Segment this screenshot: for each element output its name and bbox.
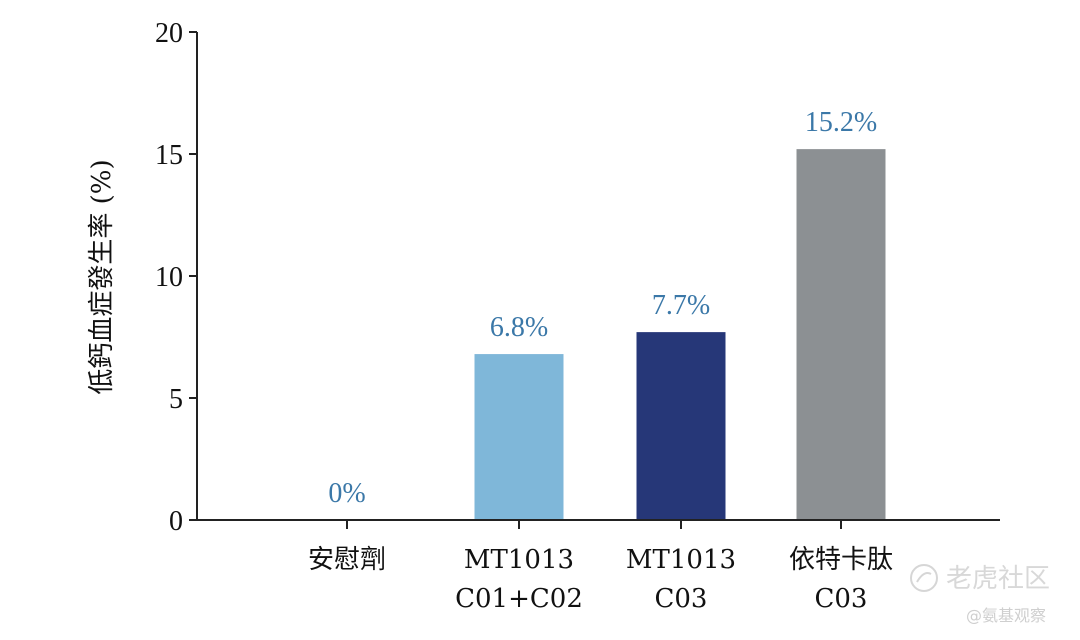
bar [636, 332, 726, 520]
watermark: 老虎社区 @氨基观察 [910, 564, 1050, 625]
y-tick-label: 10 [155, 262, 183, 293]
bar [796, 149, 886, 520]
y-tick-label: 0 [169, 506, 183, 537]
watermark-main: 老虎社区 [946, 564, 1050, 594]
category-label: 安慰劑 [308, 545, 386, 575]
data-label: 0% [328, 478, 365, 509]
y-tick-label: 15 [155, 140, 183, 171]
data-label: 15.2% [805, 107, 877, 138]
data-label: 7.7% [652, 290, 710, 321]
category-label: C03 [815, 584, 868, 614]
bars [474, 149, 886, 520]
category-label: MT1013 [626, 545, 736, 575]
y-axis-title-group: 低鈣血症發生率 (%) [87, 159, 117, 394]
axes [196, 32, 1000, 529]
watermark-sub: @氨基观察 [966, 606, 1046, 625]
data-label: 6.8% [490, 312, 548, 343]
y-tick-label: 20 [155, 18, 183, 49]
y-tick-label: 5 [169, 384, 183, 415]
watermark-logo-mark [916, 572, 932, 583]
category-label: MT1013 [464, 545, 574, 575]
bar [474, 354, 564, 520]
y-axis-title: 低鈣血症發生率 (%) [87, 159, 117, 394]
data-labels: 0% 6.8% 7.7% 15.2% [328, 107, 877, 509]
category-label: C03 [655, 584, 708, 614]
category-label: C01+C02 [455, 584, 583, 614]
watermark-logo-icon [910, 564, 938, 592]
y-axis-ticks: 0 5 10 15 20 [155, 18, 197, 537]
category-labels: 安慰劑 MT1013 C01+C02 MT1013 C03 依特卡肽 C03 [308, 545, 893, 614]
category-label: 依特卡肽 [789, 545, 893, 575]
